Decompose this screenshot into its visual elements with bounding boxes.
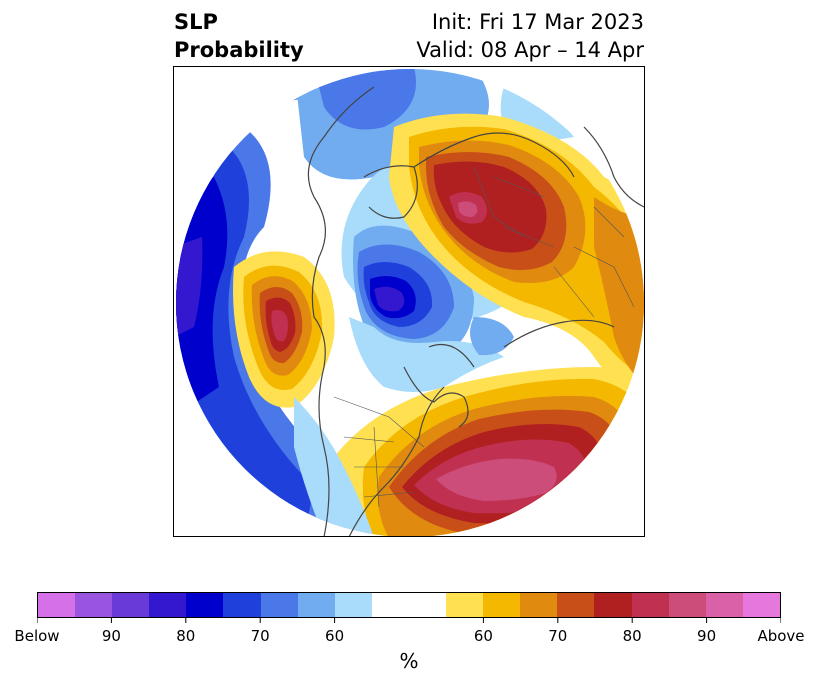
colorbar-segment	[75, 593, 113, 617]
coastlines	[307, 86, 644, 536]
colorbar-segment	[112, 593, 150, 617]
colorbar-tick-label: 90	[101, 627, 121, 645]
colorbar-segment	[38, 593, 76, 617]
colorbar-segment	[149, 593, 187, 617]
colorbar-ticks	[37, 618, 781, 623]
political-borders	[333, 166, 635, 508]
colorbar-segment	[520, 593, 558, 617]
title-right: Init: Fri 17 Mar 2023 Valid: 08 Apr – 14…	[416, 8, 644, 64]
slp-probability-map	[176, 69, 644, 536]
colorbar-tick-label: 90	[697, 627, 717, 645]
colorbar-segment	[742, 593, 780, 617]
colorbar-segment	[371, 593, 409, 617]
colorbar-segment	[297, 593, 335, 617]
colorbar-tick-label: 60	[325, 627, 345, 645]
colorbar-segment	[223, 593, 261, 617]
colorbar-segment	[334, 593, 372, 617]
colorbar-segment	[446, 593, 484, 617]
colorbar-segment	[668, 593, 706, 617]
colorbar-tick-label: 80	[176, 627, 196, 645]
init-date-label: Init: Fri 17 Mar 2023	[431, 10, 644, 34]
colorbar-tick-label: Below	[14, 627, 60, 645]
colorbar-unit-label: %	[399, 649, 419, 673]
map-panel	[173, 66, 645, 537]
colorbar-tick-label: Above	[757, 627, 805, 645]
colorbar-segment	[631, 593, 669, 617]
colorbar-segment	[260, 593, 298, 617]
colorbar-tick-label: 70	[250, 627, 270, 645]
colorbar-tick-label: 80	[622, 627, 642, 645]
probability-field	[176, 69, 644, 536]
colorbar-segment	[186, 593, 224, 617]
colorbar-segment	[594, 593, 632, 617]
colorbar-tick-label: 70	[548, 627, 568, 645]
variable-title: SLP	[174, 10, 218, 34]
probability-subtitle: Probability	[174, 38, 304, 62]
colorbar-segment	[483, 593, 521, 617]
colorbar-segment	[408, 593, 447, 617]
colorbar-segment	[705, 593, 743, 617]
colorbar-tick-label: 60	[473, 627, 493, 645]
title-left: SLP Probability	[174, 8, 304, 64]
colorbar	[37, 592, 781, 618]
valid-range-label: Valid: 08 Apr – 14 Apr	[416, 38, 644, 62]
colorbar-segment	[557, 593, 595, 617]
